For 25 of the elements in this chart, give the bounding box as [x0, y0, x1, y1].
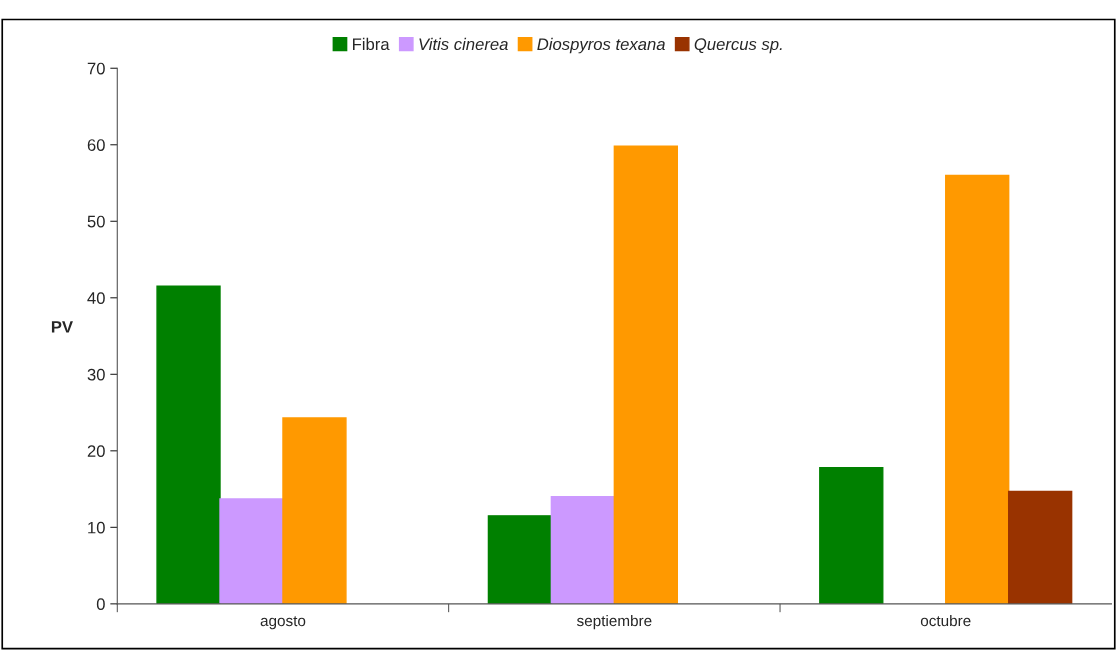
bar: [1007, 490, 1073, 604]
legend-label: Diospyros texana: [537, 37, 665, 54]
x-tick-label: octubre: [920, 614, 971, 627]
bar: [613, 145, 679, 604]
y-tick-label: 30: [87, 368, 105, 381]
bar: [550, 496, 616, 604]
legend-label: Quercus sp.: [694, 38, 782, 54]
y-axis-title: PV: [51, 321, 73, 333]
legend-label: Fibra: [353, 37, 390, 51]
y-tick-label: 20: [87, 445, 105, 458]
legend-label: Vitis cinerea: [419, 37, 508, 51]
bar: [487, 515, 553, 604]
bar: [219, 498, 284, 604]
y-tick-label: 60: [87, 139, 105, 151]
y-tick-label: 0: [96, 598, 105, 611]
bar: [156, 285, 221, 604]
y-tick-label: 70: [87, 62, 105, 75]
y-tick-label: 40: [87, 292, 105, 304]
x-tick-label: septiembre: [576, 614, 652, 630]
bar: [819, 466, 884, 604]
y-tick-label: 50: [87, 215, 105, 228]
bar: [945, 174, 1010, 604]
bar: [282, 417, 347, 604]
x-tick-label: agosto: [260, 616, 306, 630]
y-tick-label: 10: [88, 521, 105, 534]
